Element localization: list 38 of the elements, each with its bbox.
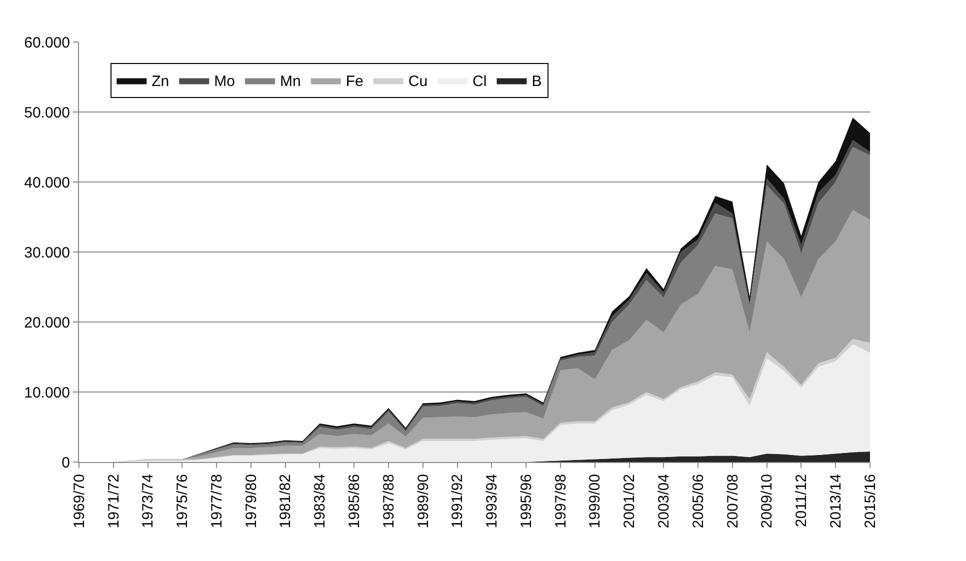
x-tick-label: 1981/82 [277,474,294,528]
x-tick-label: 2009/10 [758,474,776,528]
legend-label: Mn [280,73,301,90]
x-tick-label: 1993/94 [484,474,501,528]
x-tick-label: 1983/84 [312,474,329,528]
x-tick-label: 1977/78 [208,474,226,528]
y-tick-label: 10.000 [24,384,70,402]
x-tick-label: 1971/72 [105,474,122,528]
x-tick-label: 2007/08 [724,474,742,528]
x-tick-label: 1999/00 [586,474,604,528]
x-tick-label: 1997/98 [552,474,570,528]
x-tick-label: 1979/80 [242,474,260,528]
x-tick-label: 1975/76 [174,474,192,528]
x-tick-label: 1991/92 [449,474,466,528]
y-tick-label: 40.000 [24,174,70,192]
y-tick-label: 30.000 [24,244,70,262]
x-tick-label: 2015/16 [862,474,879,528]
x-tick-label: 1969/70 [70,474,88,528]
x-tick-label: 1987/88 [380,474,398,528]
x-tick-label: 2013/14 [827,474,844,528]
x-tick-label: 2001/02 [621,474,638,528]
y-tick-label: 20.000 [24,314,70,332]
legend-label: Cu [408,73,428,90]
x-tick-label: 2003/04 [656,474,673,528]
x-tick-label: 2005/06 [690,474,707,528]
y-tick-label: 50.000 [24,104,70,122]
x-tick-label: 2011/12 [793,474,810,528]
legend-label: B [532,73,542,90]
legend-label: Mo [214,73,235,90]
x-tick-label: 1985/86 [346,474,364,528]
legend-label: Zn [152,73,170,90]
x-tick-label: 1989/90 [414,474,432,528]
x-tick-label: 1995/96 [518,474,535,528]
legend-label: Fe [346,73,364,90]
x-tick-label: 1973/74 [140,474,157,528]
y-tick-label: 60.000 [24,34,70,52]
legend-label: Cl [472,73,487,90]
y-tick-label: 0 [62,454,70,472]
